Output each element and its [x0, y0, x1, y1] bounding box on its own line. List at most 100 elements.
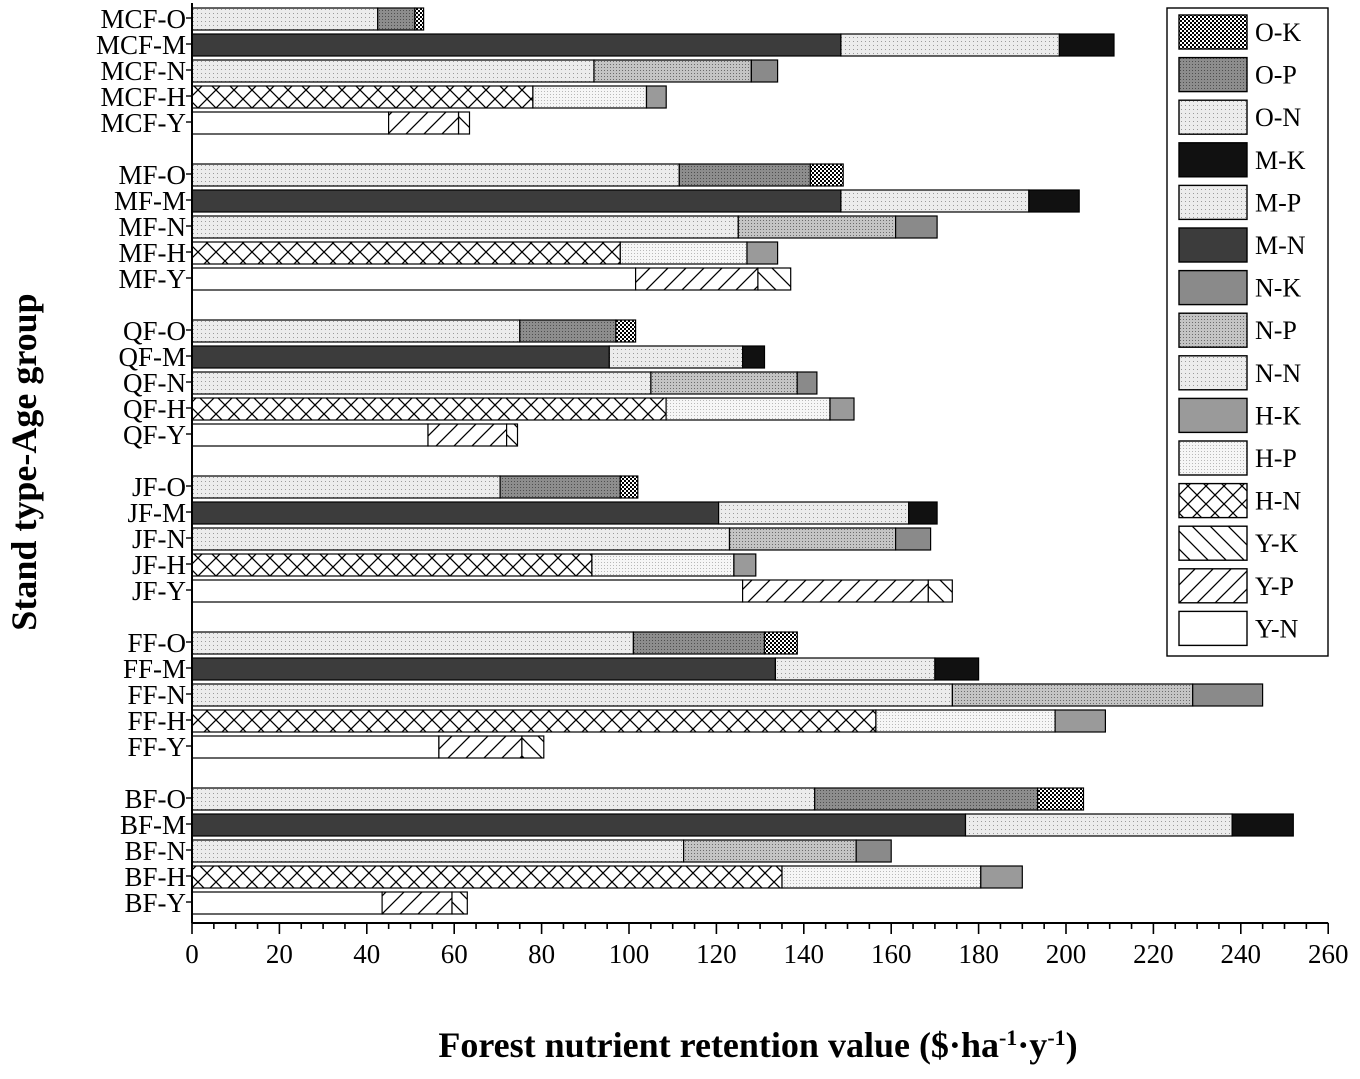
category-label-bf-n: BF-N	[124, 836, 186, 866]
legend-swatch-y-n	[1178, 610, 1248, 647]
bar-segment-ff-m-m-k	[934, 657, 980, 681]
bar-segment-jf-y-y-k	[927, 579, 953, 603]
bar-segment-bf-h-h-n	[191, 865, 783, 889]
legend-label-n-p: N-P	[1255, 316, 1297, 345]
category-label-qf-o: QF-O	[123, 316, 186, 346]
category-label-qf-y: QF-Y	[123, 420, 186, 450]
bar-segment-mcf-y-y-k	[458, 111, 471, 135]
legend-swatch-h-n	[1178, 482, 1248, 519]
bar-segment-jf-y-y-p	[741, 579, 929, 603]
bar-segment-mf-n-n-n	[191, 215, 739, 239]
bar-segment-qf-n-n-n	[191, 371, 652, 395]
x-tick-label: 180	[958, 939, 999, 969]
x-tick-label: 100	[609, 939, 650, 969]
category-label-mf-m: MF-M	[114, 186, 186, 216]
x-tick-label: 160	[871, 939, 912, 969]
bar-segment-bf-n-n-n	[191, 839, 685, 863]
legend-swatch-n-n	[1178, 355, 1248, 391]
bar-segment-mcf-n-n-k	[750, 59, 779, 83]
x-tick-label: 140	[784, 939, 825, 969]
bar-segment-qf-y-y-k	[506, 423, 519, 447]
category-label-qf-h: QF-H	[123, 394, 186, 424]
bar-segment-ff-n-n-k	[1192, 683, 1264, 707]
bar-segment-mcf-y-y-n	[191, 111, 390, 135]
bar-segment-ff-n-n-p	[951, 683, 1194, 707]
category-label-qf-m: QF-M	[118, 342, 186, 372]
bar-segment-ff-n-n-n	[191, 683, 954, 707]
legend-label-o-k: O-K	[1255, 18, 1301, 47]
bar-segment-jf-m-m-k	[908, 501, 938, 525]
bar-segment-ff-y-y-n	[191, 735, 440, 759]
category-label-ff-m: FF-M	[123, 654, 186, 684]
bar-segment-mf-m-m-n	[191, 189, 842, 213]
x-tick-label: 260	[1308, 939, 1349, 969]
category-label-jf-o: JF-O	[132, 472, 186, 502]
bar-segment-mf-o-o-p	[678, 163, 811, 187]
category-label-jf-n: JF-N	[132, 524, 186, 554]
x-tick-label: 220	[1133, 939, 1174, 969]
legend-swatch-n-k	[1178, 269, 1248, 306]
bar-segment-bf-y-y-k	[451, 891, 468, 915]
category-label-jf-h: JF-H	[132, 550, 186, 580]
bar-segment-mcf-m-m-p	[840, 33, 1061, 57]
bar-segment-mcf-h-h-k	[645, 85, 667, 109]
legend-swatch-o-n	[1178, 99, 1248, 135]
bar-segment-ff-m-m-p	[774, 657, 936, 681]
bar-segment-mf-y-y-n	[191, 267, 637, 291]
bar-segment-ff-h-h-n	[191, 709, 877, 733]
category-label-ff-n: FF-N	[127, 680, 186, 710]
category-label-bf-m: BF-M	[120, 810, 186, 840]
bar-segment-ff-m-m-n	[191, 657, 777, 681]
legend-label-o-n: O-N	[1255, 103, 1301, 132]
bar-segment-mf-h-h-p	[619, 241, 748, 265]
bar-segment-jf-n-n-n	[191, 527, 731, 551]
legend-swatch-y-k	[1178, 525, 1248, 561]
bar-segment-bf-h-h-k	[980, 865, 1023, 889]
legend-label-y-n: Y-N	[1255, 614, 1299, 643]
bar-segment-qf-o-o-k	[615, 319, 637, 343]
bar-segment-bf-m-m-n	[191, 813, 967, 837]
legend-swatch-h-p	[1178, 440, 1248, 476]
legend-swatch-o-k	[1178, 14, 1248, 50]
x-tick-label: 20	[266, 939, 293, 969]
bar-segment-bf-o-o-k	[1036, 787, 1085, 811]
category-label-qf-n: QF-N	[123, 368, 186, 398]
legend-swatch-m-n	[1178, 227, 1248, 263]
bar-segment-mcf-o-o-p	[377, 7, 416, 31]
bar-segment-qf-h-h-n	[191, 397, 667, 421]
bar-segment-qf-n-n-k	[796, 371, 818, 395]
bar-segment-ff-o-o-n	[191, 631, 634, 655]
bar-segment-qf-m-m-k	[741, 345, 766, 369]
category-label-mf-o: MF-O	[118, 160, 186, 190]
category-label-mf-n: MF-N	[118, 212, 186, 242]
y-axis-title: Stand type-Age group	[4, 293, 44, 630]
bar-segment-mf-o-o-k	[809, 163, 844, 187]
bar-segment-jf-o-o-p	[499, 475, 621, 499]
bar-segment-qf-y-y-n	[191, 423, 429, 447]
bar-segment-qf-m-m-p	[608, 345, 744, 369]
bar-segment-mf-n-n-k	[894, 215, 938, 239]
legend-label-h-p: H-P	[1255, 444, 1297, 473]
category-label-jf-m: JF-M	[127, 498, 186, 528]
category-label-bf-h: BF-H	[124, 862, 186, 892]
x-axis-title: Forest nutrient retention value ($·ha-1·…	[438, 1025, 1077, 1066]
x-tick-label: 40	[353, 939, 380, 969]
bar-segment-mcf-n-n-p	[593, 59, 752, 83]
bar-segment-bf-o-o-n	[191, 787, 816, 811]
category-label-ff-y: FF-Y	[127, 732, 186, 762]
bar-segment-mcf-m-m-k	[1058, 33, 1115, 57]
bar-segment-bf-n-n-p	[682, 839, 857, 863]
legend-label-n-n: N-N	[1255, 359, 1301, 388]
bar-segment-qf-o-o-p	[519, 319, 617, 343]
bar-segment-ff-y-y-p	[438, 735, 523, 759]
bar-segment-qf-y-y-p	[427, 423, 508, 447]
legend-swatch-m-p	[1178, 184, 1248, 221]
legend-swatch-m-k	[1178, 142, 1248, 178]
bar-segment-jf-m-m-n	[191, 501, 720, 525]
category-label-mf-h: MF-H	[118, 238, 186, 268]
legend-swatch-n-p	[1178, 312, 1248, 348]
legend-swatch-y-p	[1178, 568, 1248, 604]
legend-swatch-o-p	[1178, 56, 1248, 93]
bar-segment-jf-h-h-n	[191, 553, 593, 577]
